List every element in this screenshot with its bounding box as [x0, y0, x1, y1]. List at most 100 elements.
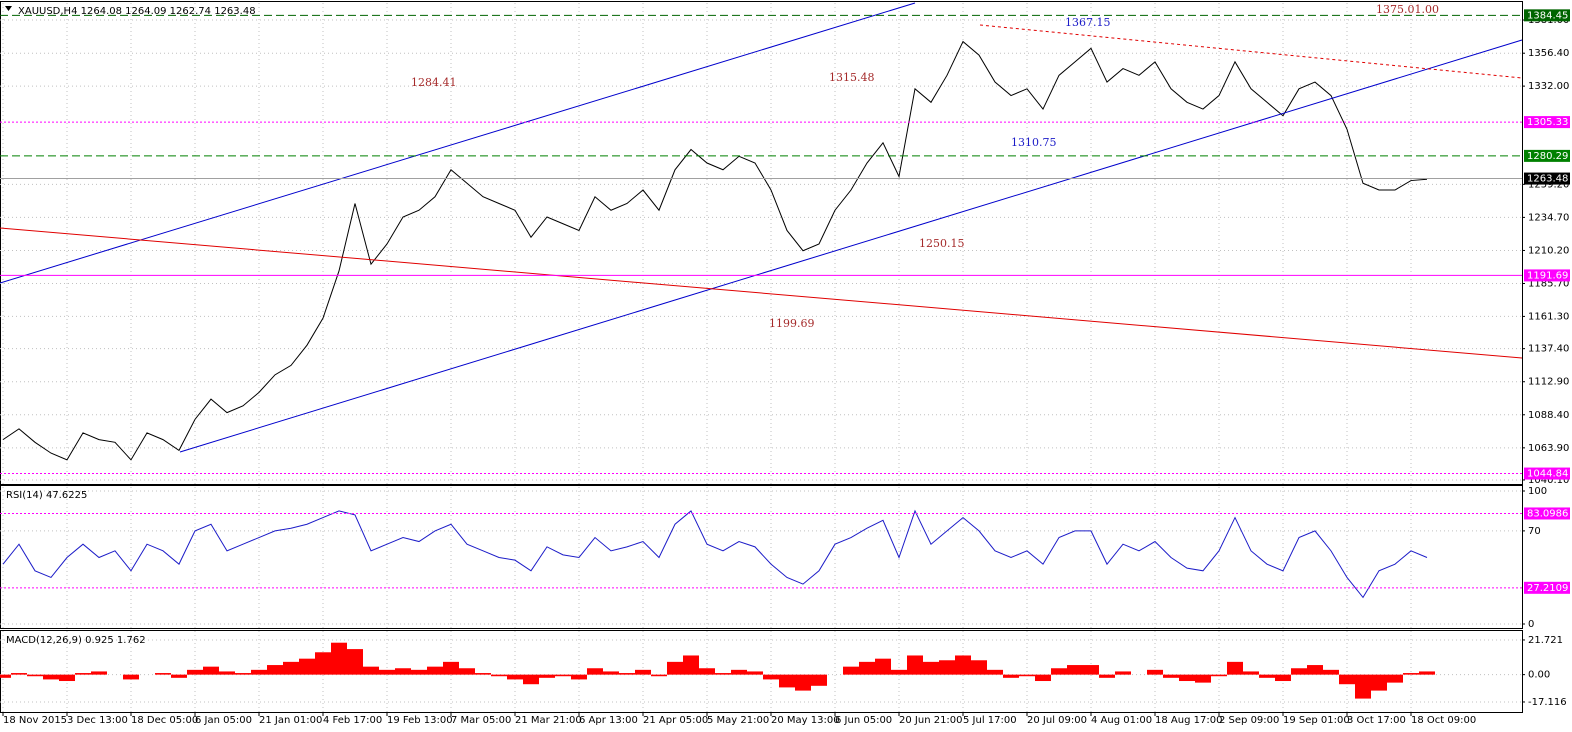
x-tick-label: 19 Sep 01:00	[1283, 715, 1350, 726]
histogram-bar	[907, 655, 923, 675]
histogram-bar	[1003, 674, 1019, 678]
histogram-bar	[539, 674, 555, 678]
histogram-bar	[1291, 668, 1307, 675]
histogram-bar	[123, 674, 139, 680]
histogram-bar	[1147, 669, 1163, 675]
histogram-bar	[1403, 673, 1419, 675]
histogram-bar	[1227, 661, 1243, 675]
y-tick-label: 1234.70	[1528, 212, 1569, 223]
histogram-bar	[859, 661, 875, 675]
histogram-bar	[1115, 671, 1131, 675]
histogram-bar	[235, 673, 251, 675]
histogram-bar	[923, 661, 939, 675]
level-label-box	[1524, 149, 1570, 162]
trend-lines	[0, 2, 1523, 453]
level-label: 1191.69	[1527, 270, 1568, 281]
y-tick-label: 1088.40	[1528, 410, 1569, 421]
histogram-bar	[59, 674, 75, 682]
level-label: 1384.45	[1527, 10, 1568, 21]
level-label-box	[1524, 269, 1570, 282]
y-tick-label: -17.116	[1528, 697, 1567, 708]
histogram-bar	[1211, 674, 1227, 677]
histogram-bar	[1195, 674, 1211, 683]
x-tick-label: 18 Aug 17:00	[1155, 715, 1222, 726]
x-tick-label: 5 May 21:00	[707, 715, 769, 726]
histogram-bar	[1323, 669, 1339, 675]
annotation: 1367.15	[1065, 16, 1111, 29]
histogram-bar	[1163, 674, 1179, 678]
histogram-bar	[1387, 674, 1403, 683]
level-label: 27.2109	[1527, 583, 1568, 594]
histogram-bar	[251, 669, 267, 675]
annotation: 1199.69	[769, 317, 815, 330]
histogram-bar	[1419, 671, 1435, 675]
histogram-bar	[203, 666, 219, 675]
grid	[0, 1, 1525, 716]
histogram-bar	[1259, 674, 1275, 678]
histogram-bar	[187, 669, 203, 675]
histogram-bar	[587, 668, 603, 675]
x-tick-label: 20 Jun 21:00	[899, 715, 963, 726]
histogram-bar	[27, 674, 43, 677]
x-tick-label: 21 Apr 05:00	[643, 715, 708, 726]
y-tick-label: 21.721	[1528, 635, 1563, 646]
annotation: 1310.75	[1011, 136, 1057, 149]
x-tick-label: 18 Oct 09:00	[1411, 715, 1476, 726]
level-label: 1263.48	[1527, 174, 1568, 185]
histogram-bar	[171, 674, 187, 678]
x-tick-label: 20 Jul 09:00	[1027, 715, 1087, 726]
histogram-bar	[939, 660, 955, 675]
y-tick-label: 1356.40	[1528, 48, 1569, 59]
x-tick-label: 6 Jan 05:00	[195, 715, 252, 726]
histogram-bar	[491, 674, 507, 677]
channel-lower	[179, 39, 1523, 453]
y-tick-label: 0.00	[1528, 670, 1550, 681]
histogram-bar	[795, 674, 811, 691]
y-tick-label: 1332.00	[1528, 81, 1569, 92]
trend-red-dotted	[979, 24, 1523, 79]
pane-title: MACD(12,26,9) 0.925 1.762	[6, 635, 146, 646]
histogram-bar	[1243, 671, 1259, 675]
x-tick-label: 3 Oct 17:00	[1347, 715, 1406, 726]
histogram-bar	[1275, 674, 1291, 682]
histogram-bar	[75, 673, 91, 675]
x-tick-label: 6 Apr 13:00	[579, 715, 638, 726]
histogram-bar	[411, 669, 427, 675]
histogram-bar	[731, 669, 747, 675]
x-tick-label: 4 Feb 17:00	[323, 715, 382, 726]
histogram-bar	[955, 655, 971, 675]
pane-border	[0, 485, 1523, 629]
histogram-bar	[667, 661, 683, 675]
histogram-bar	[507, 674, 523, 680]
x-tick-label: 2 Sep 09:00	[1219, 715, 1279, 726]
channel-upper	[0, 2, 916, 284]
level-label-box	[1524, 116, 1570, 129]
x-tick-label: 19 Feb 13:00	[387, 715, 453, 726]
histogram-bar	[971, 660, 987, 675]
x-tick-label: 18 Nov 2015	[3, 715, 67, 726]
histogram-bar	[843, 666, 859, 675]
histogram-bar	[1339, 674, 1355, 685]
x-tick-label: 18 Dec 05:00	[131, 715, 198, 726]
histogram-bar	[715, 673, 731, 675]
histogram-bar	[763, 674, 779, 680]
level-label: 1305.33	[1527, 117, 1568, 128]
histogram-bar	[1099, 674, 1115, 678]
annotation: 1315.48	[829, 71, 875, 84]
histogram-bar	[0, 674, 11, 678]
histogram-bar	[683, 655, 699, 675]
y-tick-label: 1185.70	[1528, 279, 1569, 290]
level-label: 1280.29	[1527, 151, 1568, 162]
x-tick-label: 20 May 13:00	[771, 715, 840, 726]
x-tick-label: 21 Jan 01:00	[259, 715, 322, 726]
histogram-bar	[699, 668, 715, 675]
histogram-bar	[1035, 674, 1051, 682]
histogram-bar	[347, 649, 363, 675]
pane-border	[0, 1, 1523, 485]
annotation: 1250.15	[919, 237, 965, 250]
histogram-bar	[603, 671, 619, 675]
level-label: 1044.84	[1527, 469, 1568, 480]
marks	[0, 40, 1435, 699]
histogram-bar	[635, 669, 651, 675]
histogram-bar	[11, 673, 27, 675]
